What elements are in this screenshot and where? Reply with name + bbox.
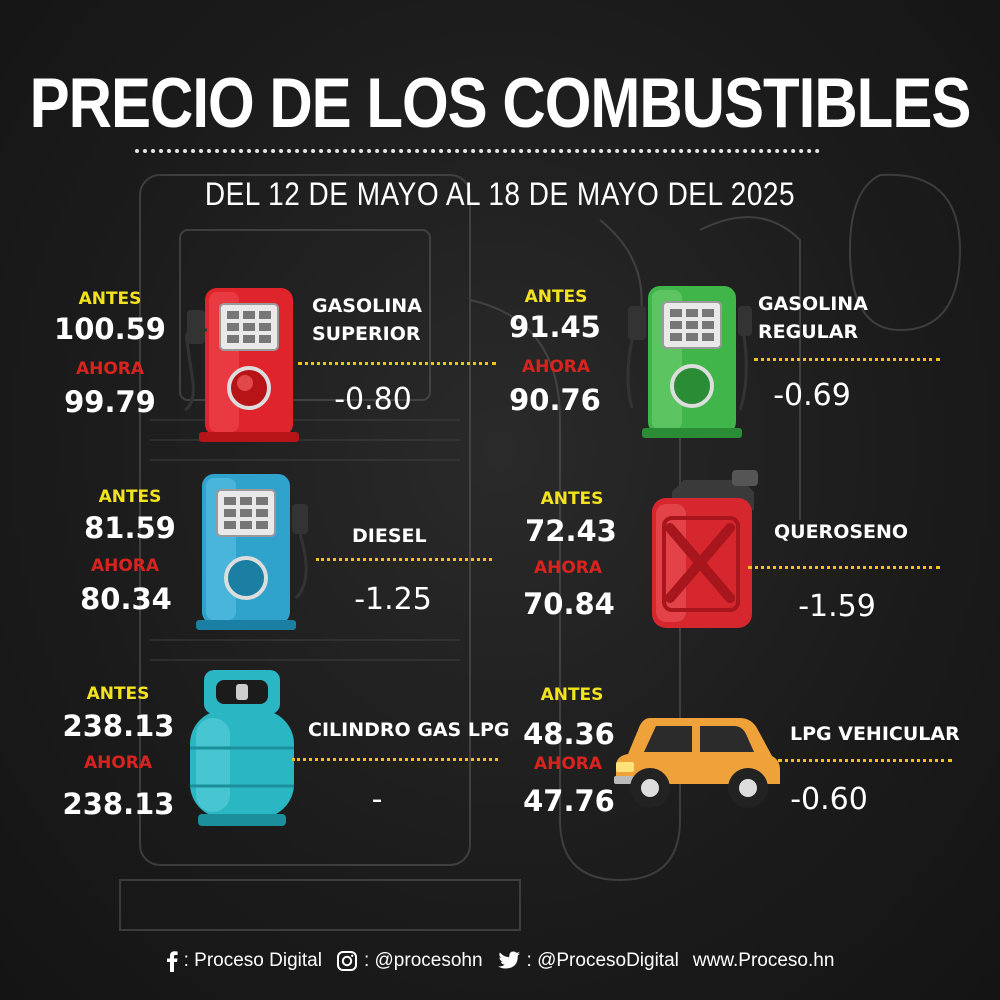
dotted-rule: [298, 362, 496, 365]
before-label: ANTES: [524, 287, 588, 307]
before-price: 100.59: [54, 312, 166, 346]
now-price: 99.79: [64, 385, 156, 419]
fuel-card-diesel: ANTES 81.59 AHORA 80.34 DIESEL -1.25: [40, 470, 520, 640]
price-difference: -0.80: [334, 382, 412, 417]
before-price: 238.13: [62, 709, 175, 743]
facebook-handle: : Proceso Digital: [183, 950, 322, 971]
now-price: 80.34: [80, 582, 172, 616]
before-label: ANTES: [98, 487, 162, 507]
twitter-link[interactable]: : @ProcesoDigital: [497, 950, 679, 972]
website-link[interactable]: www.Proceso.hn: [693, 950, 835, 972]
now-label: AHORA: [521, 357, 591, 377]
now-label: AHORA: [83, 753, 153, 773]
facebook-link[interactable]: : Proceso Digital: [166, 950, 322, 972]
dotted-rule: [778, 759, 952, 762]
now-label: AHORA: [533, 558, 603, 578]
page-title: PRECIO DE LOS COMBUSTIBLES: [29, 63, 972, 143]
dotted-rule: [292, 758, 498, 761]
fuel-name: GASOLINA REGULAR: [758, 290, 868, 346]
green-fuel-pump-icon: [626, 286, 752, 438]
before-price: 72.43: [525, 514, 617, 548]
now-price: 238.13: [62, 787, 175, 821]
now-price: 70.84: [523, 587, 615, 621]
price-difference: -1.59: [798, 589, 876, 624]
before-label: ANTES: [540, 685, 604, 705]
gas-cylinder-icon: [190, 670, 294, 826]
date-range-subtitle: DEL 12 DE MAYO AL 18 DE MAYO DEL 2025: [204, 176, 796, 212]
fuel-name: DIESEL: [352, 522, 427, 550]
before-price: 91.45: [509, 310, 601, 344]
fuel-name-line1: GASOLINA: [758, 293, 868, 315]
fuel-name-line1: GASOLINA: [312, 295, 422, 317]
before-label: ANTES: [78, 289, 142, 309]
fuel-name-line1: LPG VEHICULAR: [790, 723, 960, 745]
twitter-handle: : @ProcesoDigital: [526, 950, 679, 971]
price-difference: -0.60: [790, 782, 868, 817]
now-label: AHORA: [75, 359, 145, 379]
fuel-card-gasolina-superior: ANTES 100.59 AHORA 99.79 GASOLINA SUPERI…: [40, 282, 520, 452]
dotted-rule: [316, 558, 492, 561]
fuel-name-line2: SUPERIOR: [312, 323, 421, 345]
fuel-name: CILINDRO GAS LPG: [308, 716, 510, 744]
fuel-name: QUEROSENO: [774, 518, 908, 546]
dotted-rule: [754, 358, 940, 361]
title-dotted-divider: [135, 149, 820, 153]
fuel-name-line1: CILINDRO GAS LPG: [308, 719, 510, 741]
now-price: 47.76: [523, 784, 615, 818]
before-price: 48.36: [523, 717, 615, 751]
red-fuel-pump-icon: [184, 288, 299, 442]
price-difference: -: [371, 782, 383, 817]
fuel-name-line1: DIESEL: [352, 525, 427, 547]
fuel-card-lpg-vehicular: ANTES 48.36 AHORA 47.76 LPG VEHICULAR -0…: [500, 668, 980, 838]
instagram-icon: [336, 951, 357, 971]
fuel-name-line2: REGULAR: [758, 321, 859, 343]
before-label: ANTES: [86, 684, 150, 704]
fuel-name: GASOLINA SUPERIOR: [312, 292, 422, 348]
car-icon: [614, 718, 780, 808]
before-price: 81.59: [84, 511, 176, 545]
facebook-icon: [166, 951, 178, 972]
website-url: www.Proceso.hn: [692, 950, 835, 971]
dotted-rule: [748, 566, 940, 569]
price-difference: -0.69: [773, 378, 851, 413]
social-footer: : Proceso Digital : @procesohn : @Proces…: [0, 946, 1000, 976]
instagram-handle: : @procesohn: [363, 950, 483, 971]
instagram-link[interactable]: : @procesohn: [336, 950, 483, 972]
blue-fuel-pump-icon: [196, 474, 308, 630]
fuel-name: LPG VEHICULAR: [790, 720, 960, 748]
fuel-card-cilindro-gas-lpg: ANTES 238.13 AHORA 238.13 CILINDRO GAS L…: [40, 668, 520, 838]
price-difference: -1.25: [354, 582, 432, 617]
fuel-card-gasolina-regular: ANTES 91.45 AHORA 90.76 GASOLINA REGULAR…: [500, 280, 980, 450]
fuel-card-queroseno: ANTES 72.43 AHORA 70.84 QUEROSENO -1.59: [500, 470, 980, 640]
now-label: AHORA: [533, 754, 603, 774]
now-label: AHORA: [90, 556, 160, 576]
twitter-bird-icon: [497, 951, 520, 969]
now-price: 90.76: [509, 383, 601, 417]
jerry-can-icon: [652, 470, 758, 628]
before-label: ANTES: [540, 489, 604, 509]
fuel-name-line1: QUEROSENO: [774, 521, 909, 543]
